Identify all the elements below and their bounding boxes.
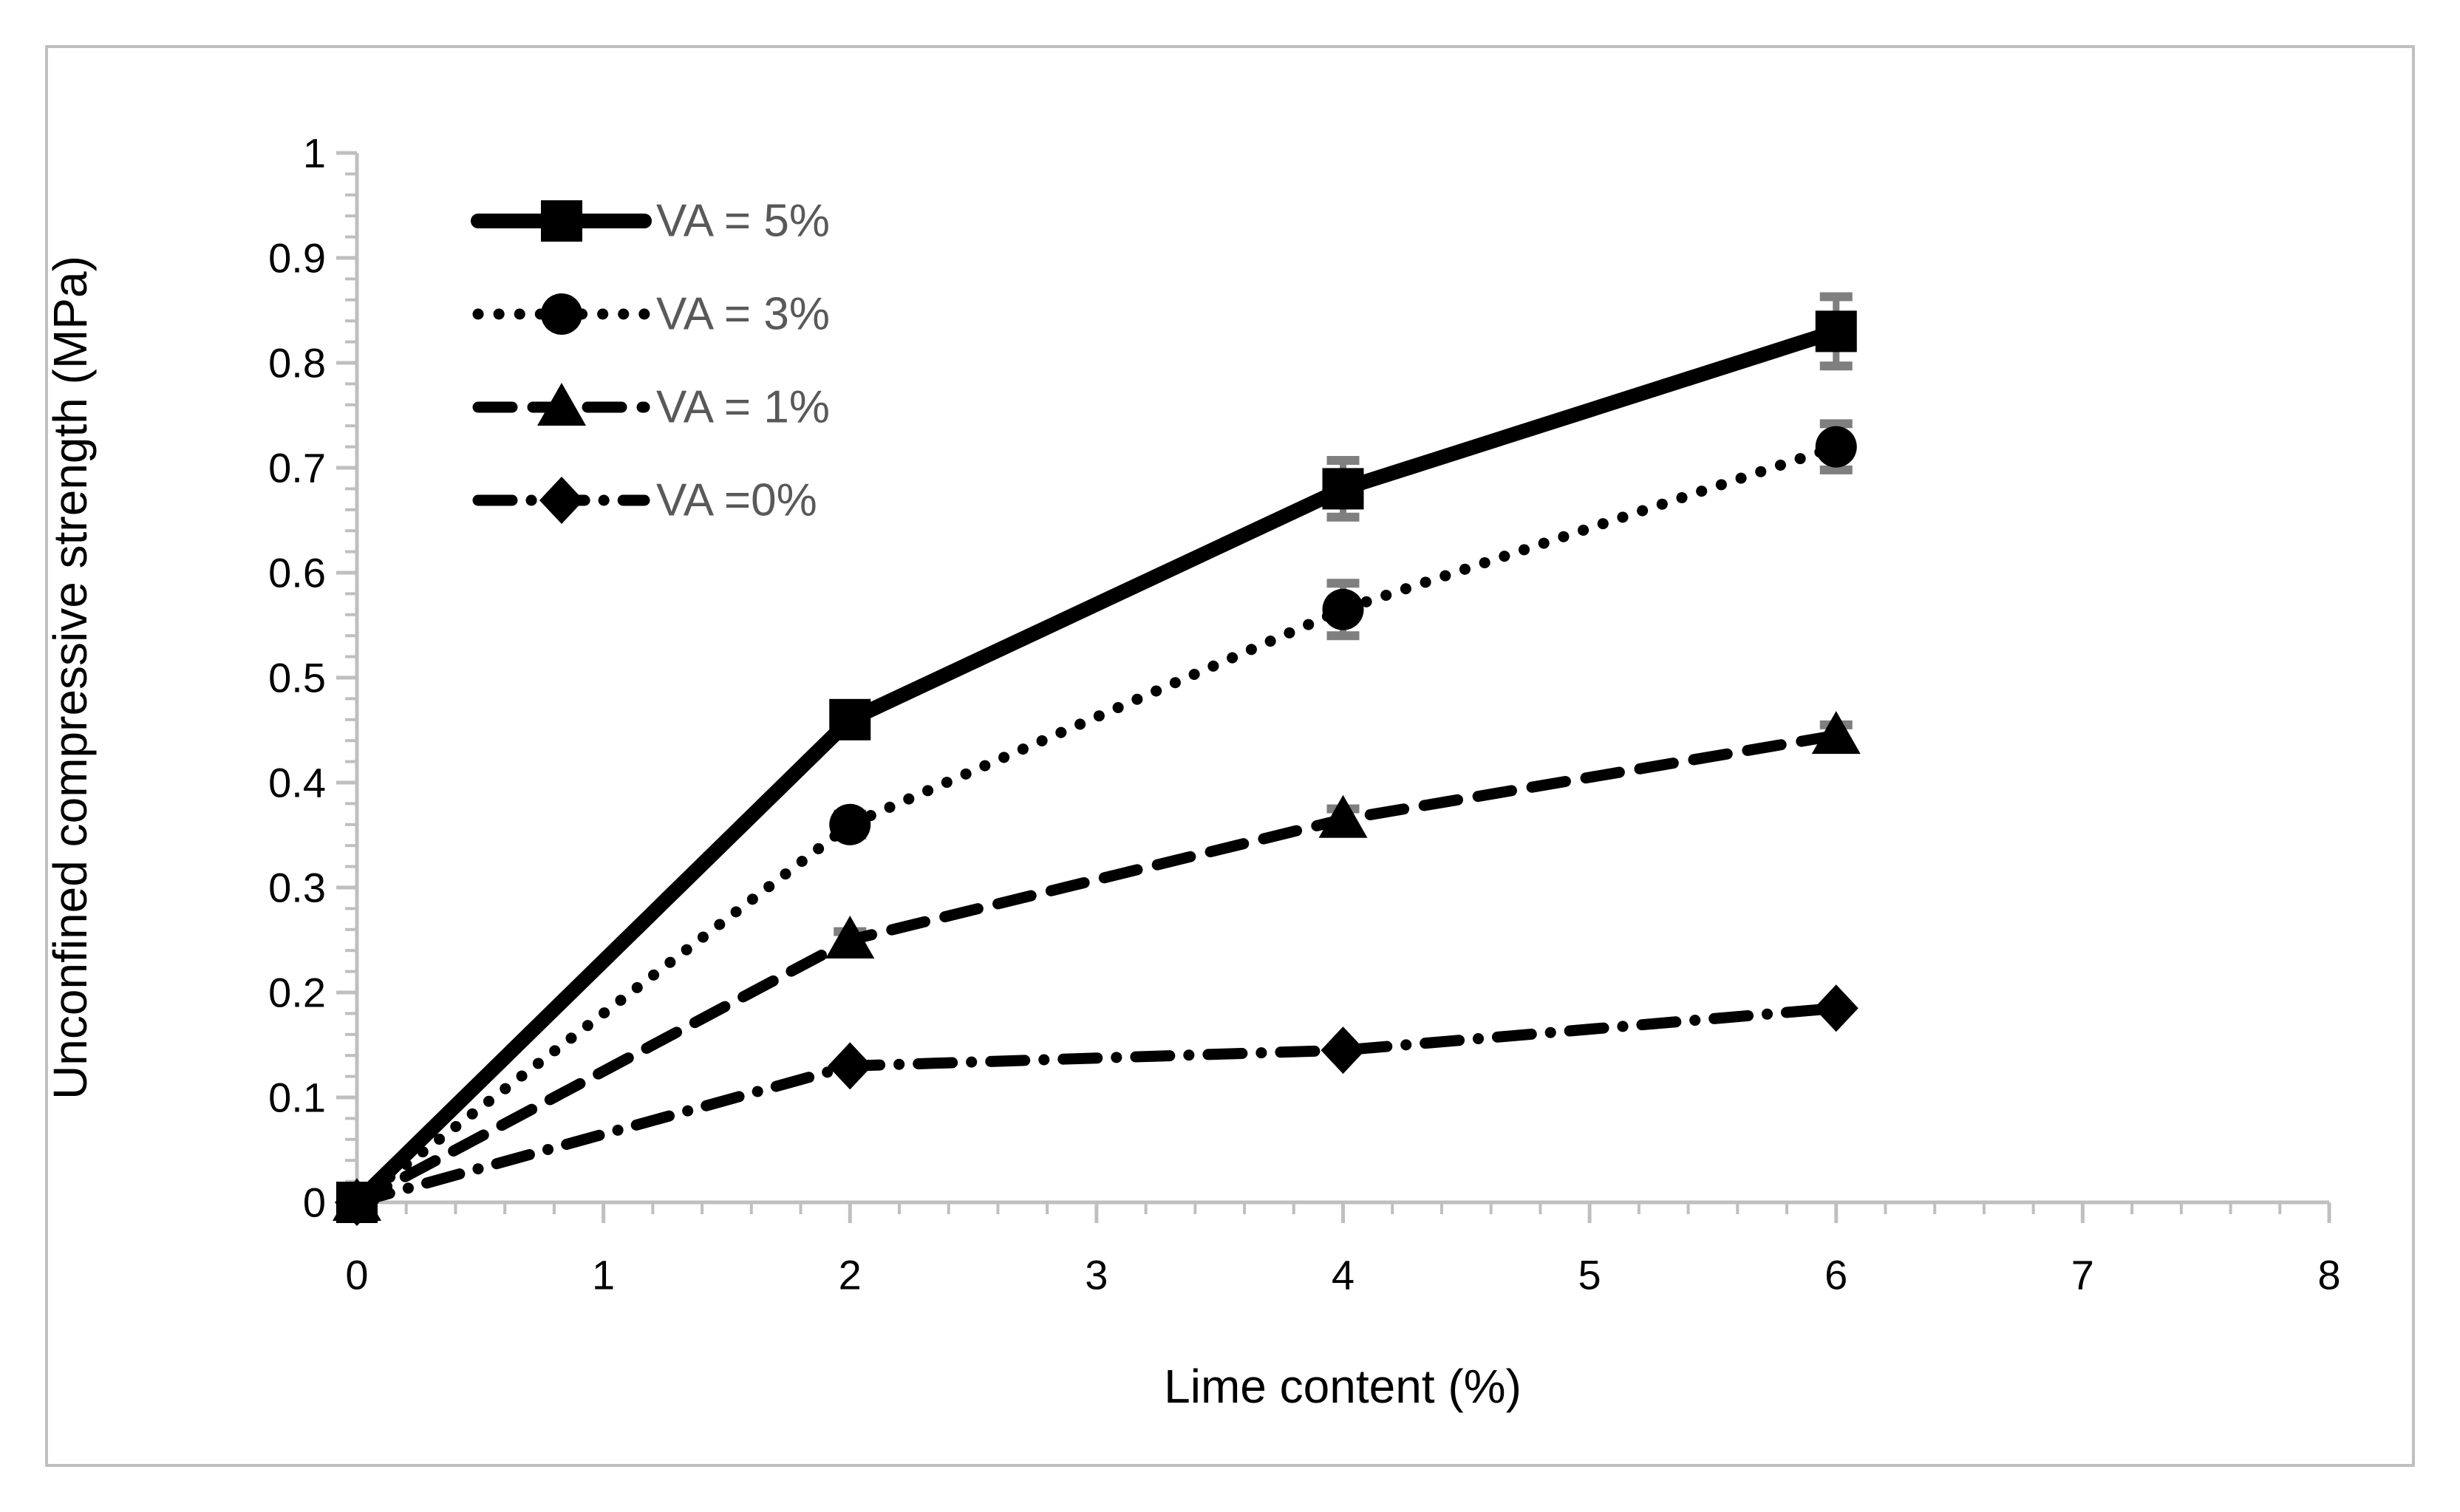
data-point-marker — [335, 1179, 379, 1226]
series-va0 — [335, 984, 1858, 1226]
y-tick-label: 0.2 — [268, 970, 326, 1016]
data-point-marker — [1322, 588, 1364, 630]
x-tick-label: 4 — [1332, 1252, 1355, 1298]
y-tick-label: 0.4 — [268, 760, 326, 806]
y-tick-label: 1 — [303, 130, 326, 177]
x-tick-label: 6 — [1824, 1252, 1847, 1298]
y-tick-label: 0.8 — [268, 340, 326, 386]
data-point-marker — [1322, 468, 1364, 510]
data-point-marker — [829, 698, 871, 740]
y-tick-label: 0.5 — [268, 655, 326, 701]
legend-label-va3: VA = 3% — [656, 289, 830, 340]
legend-label-va0: VA =0% — [656, 475, 817, 526]
data-point-marker — [829, 803, 871, 845]
y-axis-title: Unconfined compressive strength (MPa) — [44, 256, 97, 1100]
x-axis-title: Lime content (%) — [1164, 1360, 1522, 1413]
legend-sample-marker — [537, 383, 586, 426]
series-line — [351, 729, 1842, 1208]
series-line — [351, 441, 1842, 1208]
data-point-marker — [1815, 310, 1857, 353]
x-tick-label: 2 — [839, 1252, 862, 1298]
series-line — [350, 324, 1844, 1210]
y-tick-label: 0.9 — [268, 235, 326, 282]
data-point-marker — [825, 916, 875, 958]
x-tick-label: 0 — [345, 1252, 368, 1298]
series-layer — [333, 310, 1861, 1226]
legend-label-va1: VA = 1% — [656, 382, 830, 433]
data-point-marker — [828, 1042, 873, 1090]
chart-outer-frame — [45, 45, 2415, 1467]
legend-item-va5: VA = 5% — [471, 196, 830, 247]
data-point-marker — [1318, 794, 1368, 838]
data-point-marker — [1813, 984, 1858, 1032]
legend-sample-marker — [539, 477, 584, 524]
y-tick-label: 0 — [303, 1179, 326, 1226]
y-tick-label: 0.1 — [268, 1075, 326, 1121]
data-point-marker — [1811, 711, 1861, 755]
data-point-marker — [1321, 1026, 1366, 1075]
legend-sample-marker — [541, 293, 582, 335]
x-tick-label: 1 — [592, 1252, 615, 1298]
x-tick-label: 5 — [1578, 1252, 1601, 1298]
legend-item-va0: VA =0% — [472, 475, 817, 526]
legend-item-va3: VA = 3% — [472, 289, 830, 340]
legend-sample-marker — [541, 200, 582, 242]
legend-item-va1: VA = 1% — [472, 382, 830, 433]
series-line — [351, 1002, 1842, 1208]
legend-label-va5: VA = 5% — [656, 196, 830, 247]
y-tick-label: 0.6 — [268, 550, 326, 596]
x-tick-label: 3 — [1085, 1252, 1108, 1298]
legend: VA = 5% VA = 3% VA = 1% VA =0% — [471, 196, 830, 526]
y-tick-label: 0.7 — [268, 445, 326, 491]
axes-layer: 0 0.1 0.2 0.3 0.4 0.5 0.6 0.7 0.8 0.9 1 0 1 2 3 4 5 6 7 8 — [268, 130, 2340, 1298]
data-point-marker — [1815, 426, 1857, 468]
x-tick-label: 8 — [2317, 1252, 2340, 1298]
x-tick-label: 7 — [2071, 1252, 2094, 1298]
y-tick-label: 0.3 — [268, 865, 326, 911]
